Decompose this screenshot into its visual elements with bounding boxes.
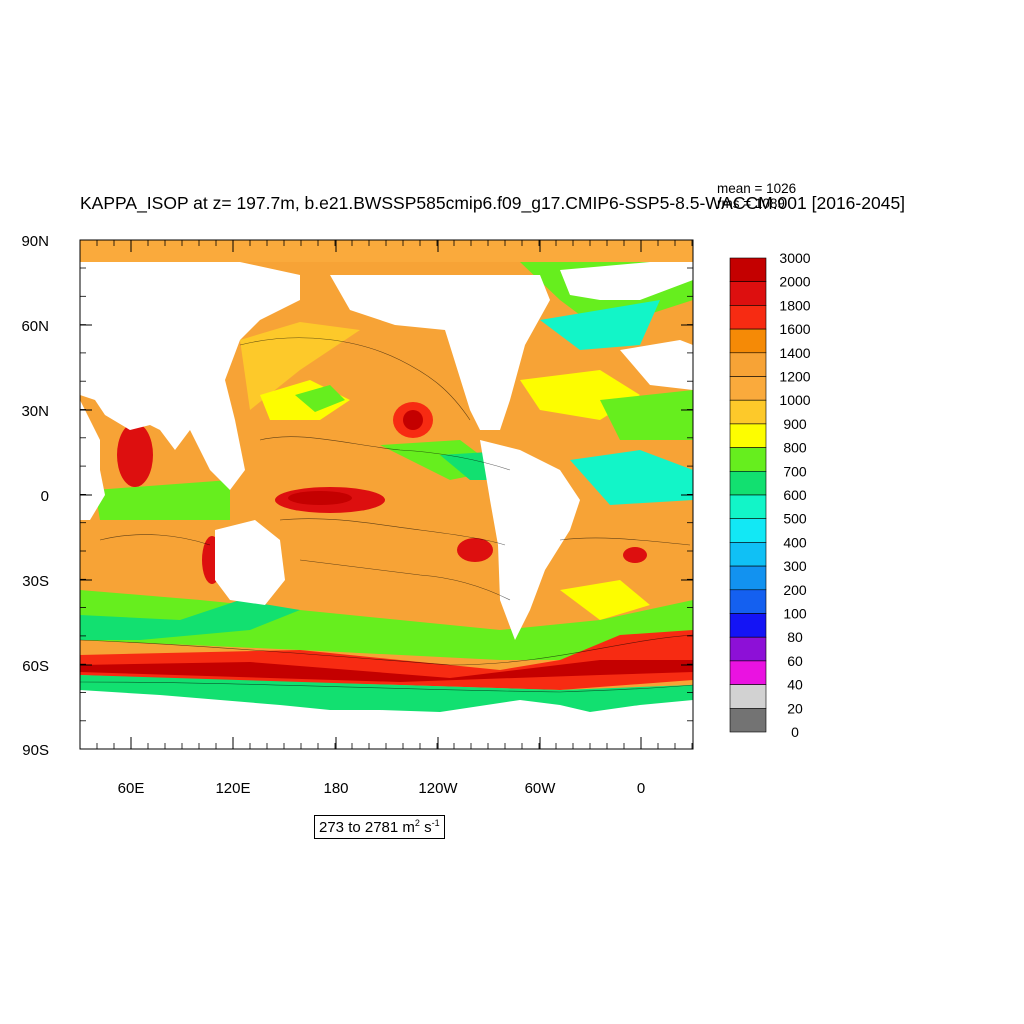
lat-label: 30S bbox=[22, 573, 49, 590]
colorbar-swatch bbox=[729, 565, 767, 591]
lat-label: 60S bbox=[22, 658, 49, 675]
continents bbox=[80, 262, 693, 749]
lon-label: 0 bbox=[637, 780, 645, 797]
colorbar-swatch bbox=[729, 542, 767, 567]
colorbar-swatch bbox=[729, 518, 767, 543]
stats-block: mean = 1026 rms = 1089 bbox=[717, 181, 796, 211]
lat-label: 30N bbox=[21, 403, 49, 420]
colorbar-swatch bbox=[729, 281, 767, 306]
colorbar-label: 600 bbox=[783, 487, 807, 503]
colorbar-label: 60 bbox=[787, 653, 803, 669]
colorbar-swatch bbox=[729, 352, 767, 377]
lon-label: 60W bbox=[525, 780, 557, 797]
colorbar-swatch bbox=[729, 636, 767, 662]
colorbar-label: 0 bbox=[791, 724, 799, 740]
colorbar-label: 700 bbox=[783, 463, 807, 479]
longitude-ticks: 60E 120E 180 120W 60W 0 bbox=[96, 240, 693, 797]
colorbar-swatch bbox=[729, 447, 767, 472]
colorbar-swatch bbox=[729, 399, 767, 425]
colorbar-swatch bbox=[729, 305, 767, 330]
colorbar-swatch bbox=[729, 470, 767, 496]
lon-label: 120W bbox=[418, 780, 458, 797]
colorbar-label: 300 bbox=[783, 558, 807, 574]
latitude-ticks: 90N 60N 30N 0 30S 60S 90S bbox=[21, 233, 693, 759]
contour-lines bbox=[80, 337, 693, 693]
colorbar-label: 3000 bbox=[779, 250, 810, 266]
colorbar-swatch bbox=[729, 660, 767, 685]
colorbar-swatch bbox=[729, 423, 767, 448]
colorbar-swatch bbox=[729, 257, 767, 283]
colorbar-label: 20 bbox=[787, 700, 803, 716]
colorbar-swatch bbox=[729, 684, 767, 709]
colorbar-swatch bbox=[729, 376, 767, 401]
colorbar-label: 1400 bbox=[779, 345, 810, 361]
colorbar: 3000200018001600140012001000900800700600… bbox=[729, 250, 811, 740]
colorbar-swatch bbox=[729, 494, 767, 520]
mean-stat: mean = 1026 bbox=[717, 181, 797, 196]
colorbar-swatch bbox=[729, 613, 767, 638]
colorbar-label: 900 bbox=[783, 416, 807, 432]
colorbar-swatch bbox=[729, 707, 767, 733]
lat-label: 90N bbox=[21, 233, 49, 250]
colorbar-label: 2000 bbox=[779, 274, 810, 290]
colorbar-label: 80 bbox=[787, 629, 803, 645]
colorbar-label: 500 bbox=[783, 511, 807, 527]
lon-label: 120E bbox=[215, 780, 250, 797]
colorbar-label: 1200 bbox=[779, 369, 810, 385]
colorbar-label: 1000 bbox=[779, 392, 810, 408]
lon-label: 60E bbox=[118, 780, 145, 797]
colorbar-swatch bbox=[729, 328, 767, 354]
lat-label: 90S bbox=[22, 742, 49, 759]
contour-field bbox=[80, 240, 693, 749]
lat-label: 0 bbox=[41, 488, 49, 505]
plot-title: KAPPA_ISOP at z= 197.7m, b.e21.BWSSP585c… bbox=[80, 193, 906, 213]
lon-label: 180 bbox=[323, 780, 348, 797]
colorbar-label: 800 bbox=[783, 440, 807, 456]
colorbar-swatch bbox=[729, 589, 767, 614]
lat-label: 60N bbox=[21, 318, 49, 335]
colorbar-label: 100 bbox=[783, 606, 807, 622]
colorbar-label: 40 bbox=[787, 677, 803, 693]
rms-stat: rms = 1089 bbox=[717, 196, 785, 211]
colorbar-label: 1800 bbox=[779, 297, 810, 313]
colorbar-label: 400 bbox=[783, 534, 807, 550]
range-note: 273 to 2781 m2 s-1 bbox=[314, 815, 445, 839]
colorbar-label: 1600 bbox=[779, 321, 810, 337]
colorbar-label: 200 bbox=[783, 582, 807, 598]
